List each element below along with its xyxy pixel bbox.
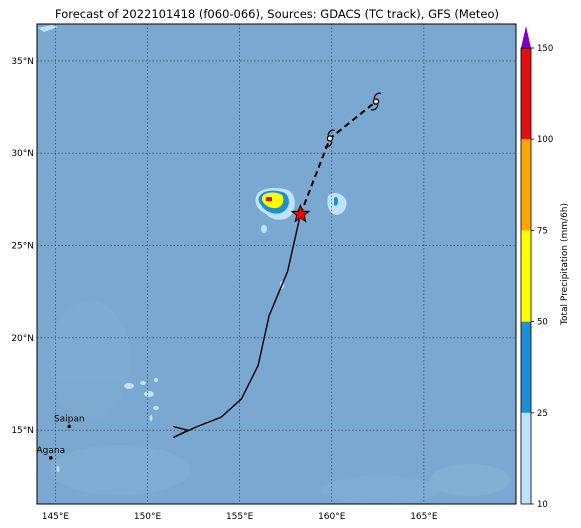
lat-tick-label: 30°N — [11, 149, 34, 159]
colorbar-extend-triangle — [521, 26, 531, 48]
colorbar-frame — [520, 47, 532, 505]
precip-speck — [140, 381, 146, 385]
observed-track-line — [172, 214, 302, 439]
colorbar-segment — [521, 48, 531, 140]
map-gridlines — [37, 24, 516, 504]
colorbar-segment — [521, 321, 531, 413]
colorbar-segment — [521, 139, 531, 231]
cyclone-symbol-core — [372, 98, 380, 105]
lat-tick-label: 15°N — [11, 426, 34, 436]
place-dot — [67, 424, 72, 429]
lon-tick-label: 160°E — [318, 512, 346, 522]
lat-tick-label: 35°N — [11, 57, 34, 67]
current-position-star-icon — [290, 203, 311, 223]
map-frame — [36, 23, 517, 505]
cyclone-symbol-icon — [370, 92, 382, 111]
figure-title: Forecast of 2022101418 (f060-066), Sourc… — [55, 7, 499, 21]
cyclone-symbol-core — [326, 135, 334, 142]
place-label: Agana — [37, 446, 66, 456]
colorbar: 10 25 50 75 100 150 Total Precipitation (mm/6… — [520, 26, 570, 510]
colorbar-segment — [521, 412, 531, 504]
lon-tick-label: 165°E — [410, 512, 438, 522]
place-markers: Saipan Agana — [37, 414, 85, 460]
map-tick-labels: 145°E 150°E 155°E 160°E 165°E 15°N 20°N 25°N 30°… — [11, 57, 438, 522]
colorbar-tick-label: 25 — [537, 409, 548, 419]
lon-tick-label: 155°E — [226, 512, 254, 522]
precip-contour-east-25-50 — [334, 197, 338, 206]
lat-tick-label: 20°N — [11, 334, 34, 344]
lat-tick-label: 25°N — [11, 242, 34, 252]
colorbar-tick-label: 10 — [537, 500, 548, 510]
precip-speck — [149, 415, 153, 421]
ocean-background — [37, 24, 516, 504]
precip-speck — [144, 391, 154, 397]
precip-contour-50-75 — [262, 192, 284, 209]
precip-contour-100-150 — [266, 197, 272, 201]
precip-speck — [56, 466, 60, 472]
cyclone-symbol-arm — [370, 104, 379, 111]
place-dot — [49, 456, 53, 460]
cyclone-symbol-arm — [327, 129, 336, 136]
lon-tick-label: 150°E — [134, 512, 162, 522]
cyclone-track — [172, 92, 382, 439]
colorbar-segment — [521, 230, 531, 322]
cyclone-symbol-icon — [324, 129, 336, 148]
place-label: Saipan — [54, 414, 85, 424]
lon-tick-label: 145°E — [42, 512, 70, 522]
colorbar-tick-label: 100 — [537, 135, 553, 145]
precip-speck — [154, 378, 158, 382]
colorbar-tick-label: 75 — [537, 226, 548, 236]
colorbar-label: Total Precipitation (mm/6h) — [560, 203, 570, 326]
ocean-texture — [50, 300, 510, 504]
precip-speck — [38, 25, 58, 32]
colorbar-ticks: 10 25 50 75 100 150 — [531, 44, 553, 510]
cyclone-symbol-arm — [324, 141, 333, 148]
colorbar-tick-label: 150 — [537, 44, 553, 54]
precipitation-field — [38, 25, 347, 472]
map-panel: 145°E 150°E 155°E 160°E 165°E 15°N 20°N 25°N 30°… — [11, 23, 517, 522]
precip-speck — [124, 383, 134, 389]
cyclone-symbol-arm — [373, 92, 382, 99]
precip-speck — [261, 225, 267, 233]
precip-speck — [153, 406, 159, 410]
colorbar-segments — [521, 48, 531, 504]
colorbar-tick-label: 50 — [537, 318, 548, 328]
